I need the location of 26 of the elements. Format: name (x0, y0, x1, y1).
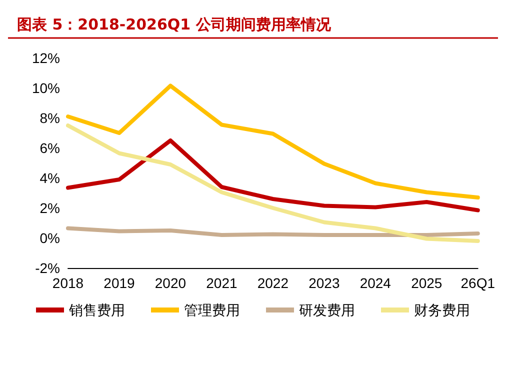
x-tick-label: 2025 (411, 275, 442, 291)
y-tick-label: 4% (40, 170, 60, 186)
x-tick-label: 2022 (257, 275, 289, 291)
y-tick-label: 6% (40, 140, 60, 156)
y-tick-label: -2% (35, 260, 60, 276)
y-tick-label: 2% (40, 200, 60, 216)
x-tick-label: 26Q1 (460, 275, 496, 291)
y-tick-label: 12% (32, 50, 60, 66)
legend-label: 研发费用 (299, 302, 355, 318)
legend-label: 管理费用 (184, 302, 240, 318)
x-tick-label: 2024 (360, 275, 392, 291)
chart-title: 图表 5：2018-2026Q1 公司期间费用率情况 (17, 16, 332, 34)
line-series (66, 138, 480, 212)
x-tick-label: 2023 (308, 275, 340, 291)
y-tick-label: 0% (40, 230, 60, 246)
y-tick-label: 8% (40, 110, 60, 126)
x-tick-label: 2018 (52, 275, 84, 291)
line-series (66, 226, 480, 237)
line-series (66, 124, 480, 243)
line-series (66, 84, 480, 200)
y-tick-label: 10% (32, 80, 60, 96)
x-tick-label: 2019 (104, 275, 136, 291)
legend-label: 财务费用 (414, 302, 470, 318)
legend-label: 销售费用 (68, 302, 125, 318)
x-tick-label: 2021 (206, 275, 238, 291)
x-tick-label: 2020 (154, 275, 186, 291)
